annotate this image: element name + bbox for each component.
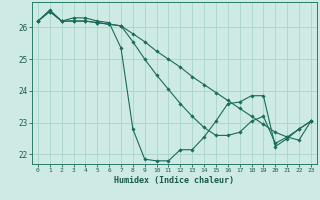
X-axis label: Humidex (Indice chaleur): Humidex (Indice chaleur) [115,176,234,185]
